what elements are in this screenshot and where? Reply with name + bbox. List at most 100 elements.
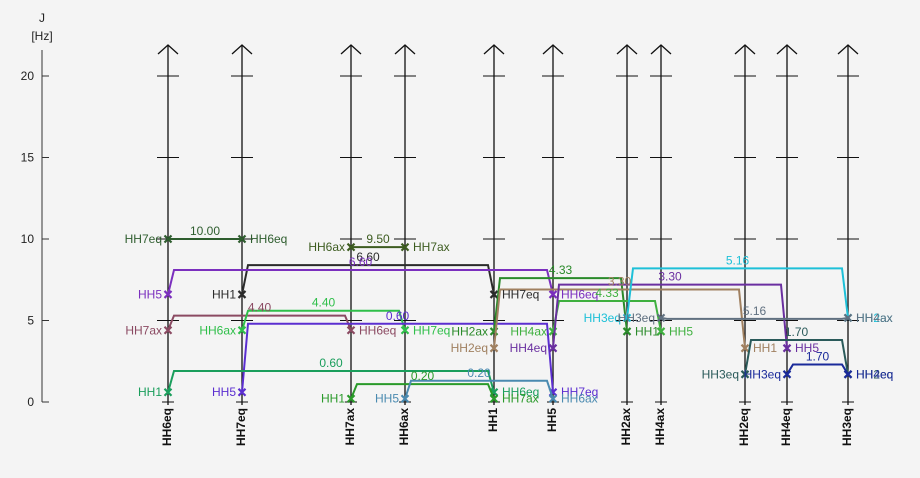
coupling-partner-label: HH7ax (125, 323, 162, 337)
coupling-endpoint-marker (740, 343, 750, 353)
coupling-partner-label: HH5 (795, 341, 819, 355)
arrow-head (837, 44, 859, 55)
coupling-endpoint-marker (489, 343, 499, 353)
coupling-line (786, 363, 849, 375)
coupling-partner-label: HH3eq (584, 311, 621, 325)
y-axis-label-unit: [Hz] (31, 29, 52, 43)
coupling-partner-label: HH7eq (125, 232, 162, 246)
column-label: HH7eq (234, 408, 248, 446)
coupling-endpoint-marker (163, 290, 173, 299)
column-HH6eq: HH6eq (157, 44, 179, 446)
coupling-endpoint-marker (782, 343, 792, 353)
coupling-value-label: 9.50 (366, 232, 390, 246)
coupling-endpoint-marker (237, 290, 247, 299)
column-HH1: HH1 (483, 44, 505, 432)
column-HH3eq: HH3eq (837, 44, 859, 446)
column-HH4eq: HH4eq (776, 44, 798, 446)
coupling-partner-label: HH7ax (502, 392, 539, 406)
coupling-endpoint-marker (163, 234, 173, 244)
coupling-labels: 10.00 HH7eq HH6eq 9.50 HH6ax HH7ax 6.60 HH1 HH7e… (125, 224, 894, 406)
coupling-line (241, 309, 406, 331)
coupling-line (493, 277, 628, 332)
coupling-partner-label: HH7ax (413, 240, 450, 254)
coupling-partner-label: HH2ax (856, 311, 893, 325)
coupling-partner-label: HH5 (212, 385, 236, 399)
coupling-partner-label: HH1 (138, 385, 162, 399)
coupling-HH6eq-HH5 (163, 268, 558, 299)
coupling-endpoint-marker (622, 327, 632, 336)
coupling-partner-label: HH7eq (561, 385, 598, 399)
column-HH2ax: HH2ax (616, 44, 638, 446)
coupling-HH4ax-HH3eq (656, 313, 853, 323)
coupling-value-label: 0.60 (386, 309, 410, 323)
arrow-head (340, 44, 362, 55)
y-tick-label: 20 (21, 69, 35, 83)
y-axis: J [Hz] 0 5 10 15 20 (21, 11, 53, 409)
coupling-endpoint-marker (346, 326, 356, 335)
coupling-partner-label: HH3eq (618, 311, 655, 325)
arrow-head (483, 44, 505, 55)
coupling-partner-label: HH7eq (413, 323, 450, 337)
column-label: HH1 (486, 408, 500, 432)
coupling-endpoint-marker (843, 370, 853, 379)
coupling-endpoint-marker (163, 326, 173, 335)
coupling-partner-label: HH2eq (856, 367, 893, 381)
coupling-partner-label: HH1 (212, 287, 236, 301)
coupling-partner-label: HH6ax (561, 392, 598, 406)
coupling-partner-label: HH1 (753, 341, 777, 355)
coupling-value-label: 6.60 (349, 255, 373, 269)
coupling-endpoint-marker (400, 326, 410, 335)
coupling-value-label: 0.20 (467, 366, 491, 380)
y-tick-label: 15 (21, 151, 35, 165)
coupling-value-label: 4.40 (248, 301, 272, 315)
coupling-endpoint-marker (548, 343, 558, 353)
coupling-value-label: 0.60 (319, 356, 343, 370)
coupling-partner-label: HH5 (138, 287, 162, 301)
coupling-value-label: 5.16 (743, 304, 767, 318)
column-label: HH2ax (619, 408, 633, 446)
column-HH5: HH5 (542, 44, 564, 432)
coupling-line (167, 268, 554, 295)
coupling-line (552, 283, 788, 349)
coupling-line (241, 264, 495, 295)
coupling-HH4eq-HH3eq (782, 363, 853, 379)
column-HH2eq: HH2eq (734, 44, 756, 446)
arrow-head (394, 44, 416, 55)
arrow-head (231, 44, 253, 55)
column-label: HH4ax (653, 408, 667, 446)
arrow-head (542, 44, 564, 55)
coupling-HH6eq-HH7eq (163, 234, 247, 244)
coupling-partner-label: HH2ax (451, 324, 488, 338)
coupling-partner-label: HH4ax (856, 311, 893, 325)
arrow-head (650, 44, 672, 55)
coupling-partner-label: HH6ax (308, 240, 345, 254)
coupling-value-label: 3.30 (608, 275, 632, 289)
column-label: HH6ax (397, 408, 411, 446)
coupling-endpoint-marker (237, 326, 247, 335)
coupling-value-label: 3.30 (658, 270, 682, 284)
coupling-endpoint-marker (548, 290, 558, 299)
coupling-value-label: 5.16 (726, 253, 750, 267)
coupling-partner-label: HH3eq (702, 367, 739, 381)
coupling-partner-label: HH6eq (359, 323, 396, 337)
coupling-endpoint-marker (163, 387, 173, 397)
column-label: HH7ax (343, 408, 357, 446)
columns: HH6eq HH7eq HH7ax HH6ax HH1 HH5 HH2ax HH4ax HH2e… (157, 44, 859, 446)
coupling-endpoint-marker (656, 327, 666, 336)
coupling-endpoint-marker (740, 370, 750, 379)
coupling-line (404, 379, 554, 400)
y-tick-label: 5 (27, 314, 34, 328)
coupling-HH7eq-HH6ax (237, 309, 410, 335)
coupling-value-label: 0.20 (411, 369, 435, 383)
coupling-endpoint-marker (656, 313, 666, 323)
coupling-endpoint-marker (237, 387, 247, 397)
column-HH7ax: HH7ax (340, 44, 362, 446)
coupling-value-label: 10.00 (190, 224, 220, 238)
coupling-partner-label: HH2eq (451, 341, 488, 355)
y-axis-label-j: J (39, 11, 45, 25)
coupling-endpoint-marker (346, 242, 356, 252)
coupling-HH5-HH4eq (548, 283, 792, 353)
coupling-partner-label: HH3eq (744, 367, 781, 381)
coupling-partner-label: HH6ax (199, 323, 236, 337)
